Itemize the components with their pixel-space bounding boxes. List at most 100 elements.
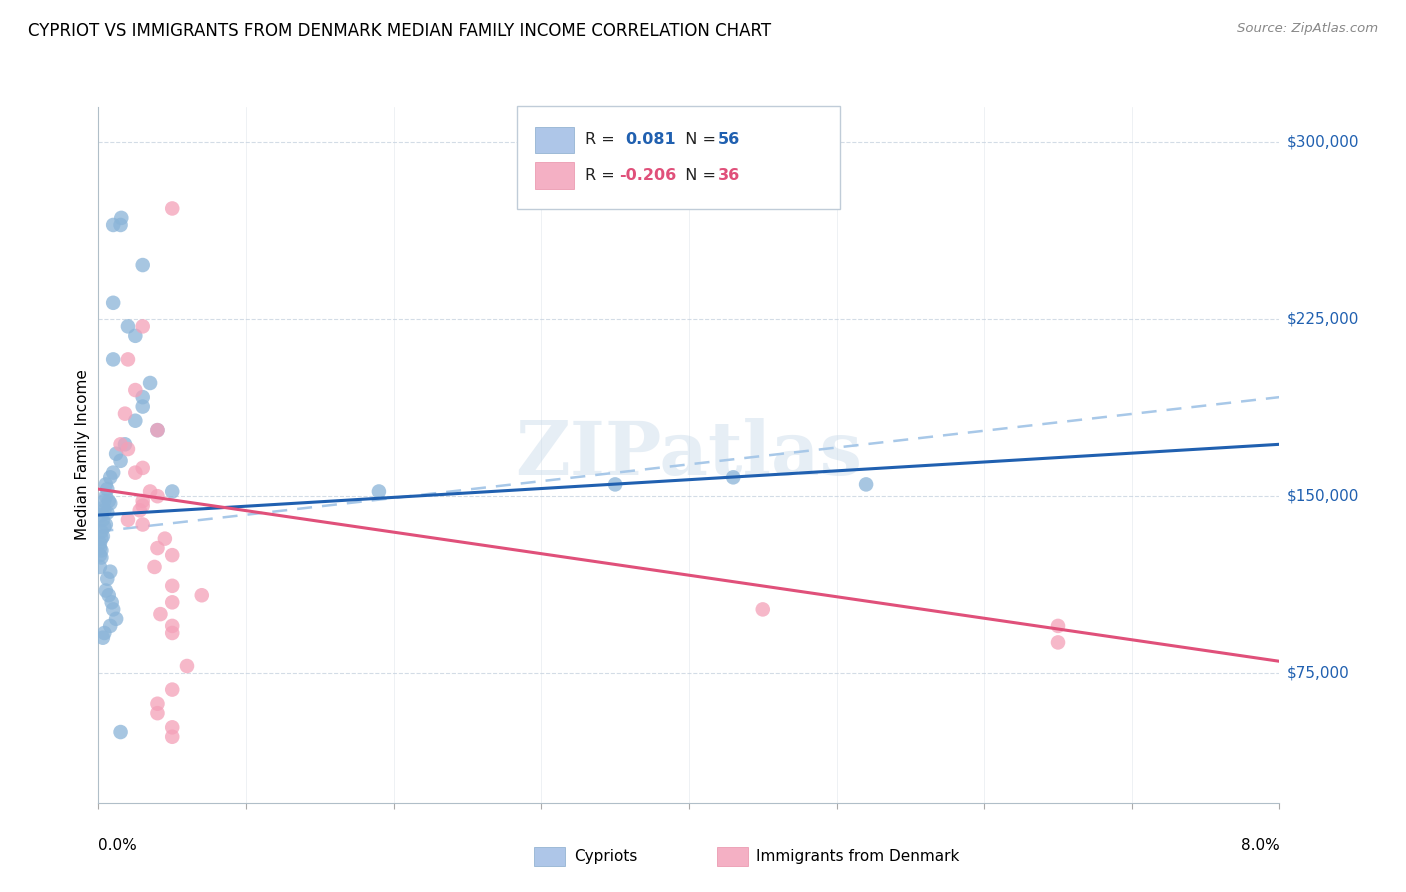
Point bbox=[132, 319, 155, 334]
Point bbox=[128, 503, 150, 517]
Point bbox=[146, 489, 169, 503]
Point bbox=[110, 437, 132, 451]
Point bbox=[146, 706, 169, 721]
Text: 0.0%: 0.0% bbox=[98, 838, 138, 854]
Point bbox=[103, 602, 124, 616]
Text: 36: 36 bbox=[717, 168, 740, 183]
Text: N =: N = bbox=[675, 132, 721, 147]
Point bbox=[132, 461, 155, 475]
Point bbox=[98, 619, 121, 633]
Point bbox=[191, 588, 214, 602]
Text: Immigrants from Denmark: Immigrants from Denmark bbox=[756, 849, 960, 863]
Text: Cypriots: Cypriots bbox=[574, 849, 637, 863]
Text: CYPRIOT VS IMMIGRANTS FROM DENMARK MEDIAN FAMILY INCOME CORRELATION CHART: CYPRIOT VS IMMIGRANTS FROM DENMARK MEDIA… bbox=[28, 22, 772, 40]
Point bbox=[114, 437, 136, 451]
Point bbox=[162, 548, 183, 562]
Point bbox=[162, 619, 183, 633]
Point bbox=[146, 423, 169, 437]
Point bbox=[367, 484, 389, 499]
Point bbox=[90, 543, 112, 558]
Point bbox=[91, 529, 114, 543]
Point bbox=[94, 489, 117, 503]
Point bbox=[751, 602, 773, 616]
Point bbox=[110, 454, 132, 468]
Point bbox=[117, 513, 139, 527]
Point bbox=[90, 532, 112, 546]
Point bbox=[94, 517, 117, 532]
Point bbox=[721, 470, 744, 484]
Point bbox=[162, 682, 183, 697]
Point bbox=[89, 548, 111, 562]
Point bbox=[94, 583, 117, 598]
Text: R =: R = bbox=[585, 132, 626, 147]
Point bbox=[153, 532, 176, 546]
Point bbox=[117, 352, 139, 367]
Point bbox=[110, 211, 132, 225]
Point bbox=[162, 720, 183, 734]
Text: -0.206: -0.206 bbox=[619, 168, 676, 183]
Point bbox=[176, 659, 198, 673]
Point bbox=[132, 499, 155, 513]
Point bbox=[103, 466, 124, 480]
Point bbox=[103, 352, 124, 367]
Point bbox=[98, 470, 121, 484]
Point bbox=[91, 631, 114, 645]
Point bbox=[110, 725, 132, 739]
Y-axis label: Median Family Income: Median Family Income bbox=[75, 369, 90, 541]
Text: $150,000: $150,000 bbox=[1286, 489, 1358, 504]
Point bbox=[1046, 619, 1069, 633]
Point bbox=[93, 494, 115, 508]
Point bbox=[105, 612, 128, 626]
Point bbox=[132, 494, 155, 508]
Point bbox=[97, 588, 120, 602]
Point bbox=[132, 517, 155, 532]
Point bbox=[103, 295, 124, 310]
Point bbox=[139, 376, 162, 390]
Point bbox=[93, 503, 115, 517]
Text: N =: N = bbox=[675, 168, 721, 183]
Point bbox=[146, 423, 169, 437]
Text: Source: ZipAtlas.com: Source: ZipAtlas.com bbox=[1237, 22, 1378, 36]
Point bbox=[117, 442, 139, 456]
Point bbox=[162, 595, 183, 609]
Point bbox=[90, 524, 112, 539]
Point bbox=[162, 484, 183, 499]
Point bbox=[139, 484, 162, 499]
Point bbox=[124, 383, 146, 397]
Point bbox=[1046, 635, 1069, 649]
Point bbox=[100, 595, 122, 609]
Point bbox=[162, 730, 183, 744]
Point bbox=[103, 218, 124, 232]
Point bbox=[162, 202, 183, 216]
Point bbox=[94, 477, 117, 491]
Text: ZIPatlas: ZIPatlas bbox=[516, 418, 862, 491]
Point bbox=[110, 218, 132, 232]
Point bbox=[132, 400, 155, 414]
Point bbox=[146, 541, 169, 555]
Point bbox=[97, 494, 120, 508]
Point bbox=[98, 565, 121, 579]
Point bbox=[117, 319, 139, 334]
Point bbox=[124, 466, 146, 480]
Point bbox=[89, 536, 111, 550]
Text: $225,000: $225,000 bbox=[1286, 312, 1358, 326]
Point bbox=[162, 579, 183, 593]
Point bbox=[91, 513, 114, 527]
Text: 0.081: 0.081 bbox=[624, 132, 675, 147]
Text: $75,000: $75,000 bbox=[1286, 665, 1350, 681]
Point bbox=[90, 550, 112, 565]
Text: $300,000: $300,000 bbox=[1286, 135, 1360, 150]
Point bbox=[90, 508, 112, 522]
Point bbox=[146, 697, 169, 711]
Point bbox=[93, 520, 115, 534]
Point bbox=[132, 390, 155, 404]
Point bbox=[149, 607, 172, 621]
Point bbox=[162, 626, 183, 640]
Point bbox=[93, 626, 115, 640]
Point bbox=[132, 258, 155, 272]
Point bbox=[91, 500, 114, 515]
Point bbox=[605, 477, 627, 491]
Point bbox=[124, 414, 146, 428]
Point bbox=[105, 447, 128, 461]
Point bbox=[96, 506, 118, 520]
